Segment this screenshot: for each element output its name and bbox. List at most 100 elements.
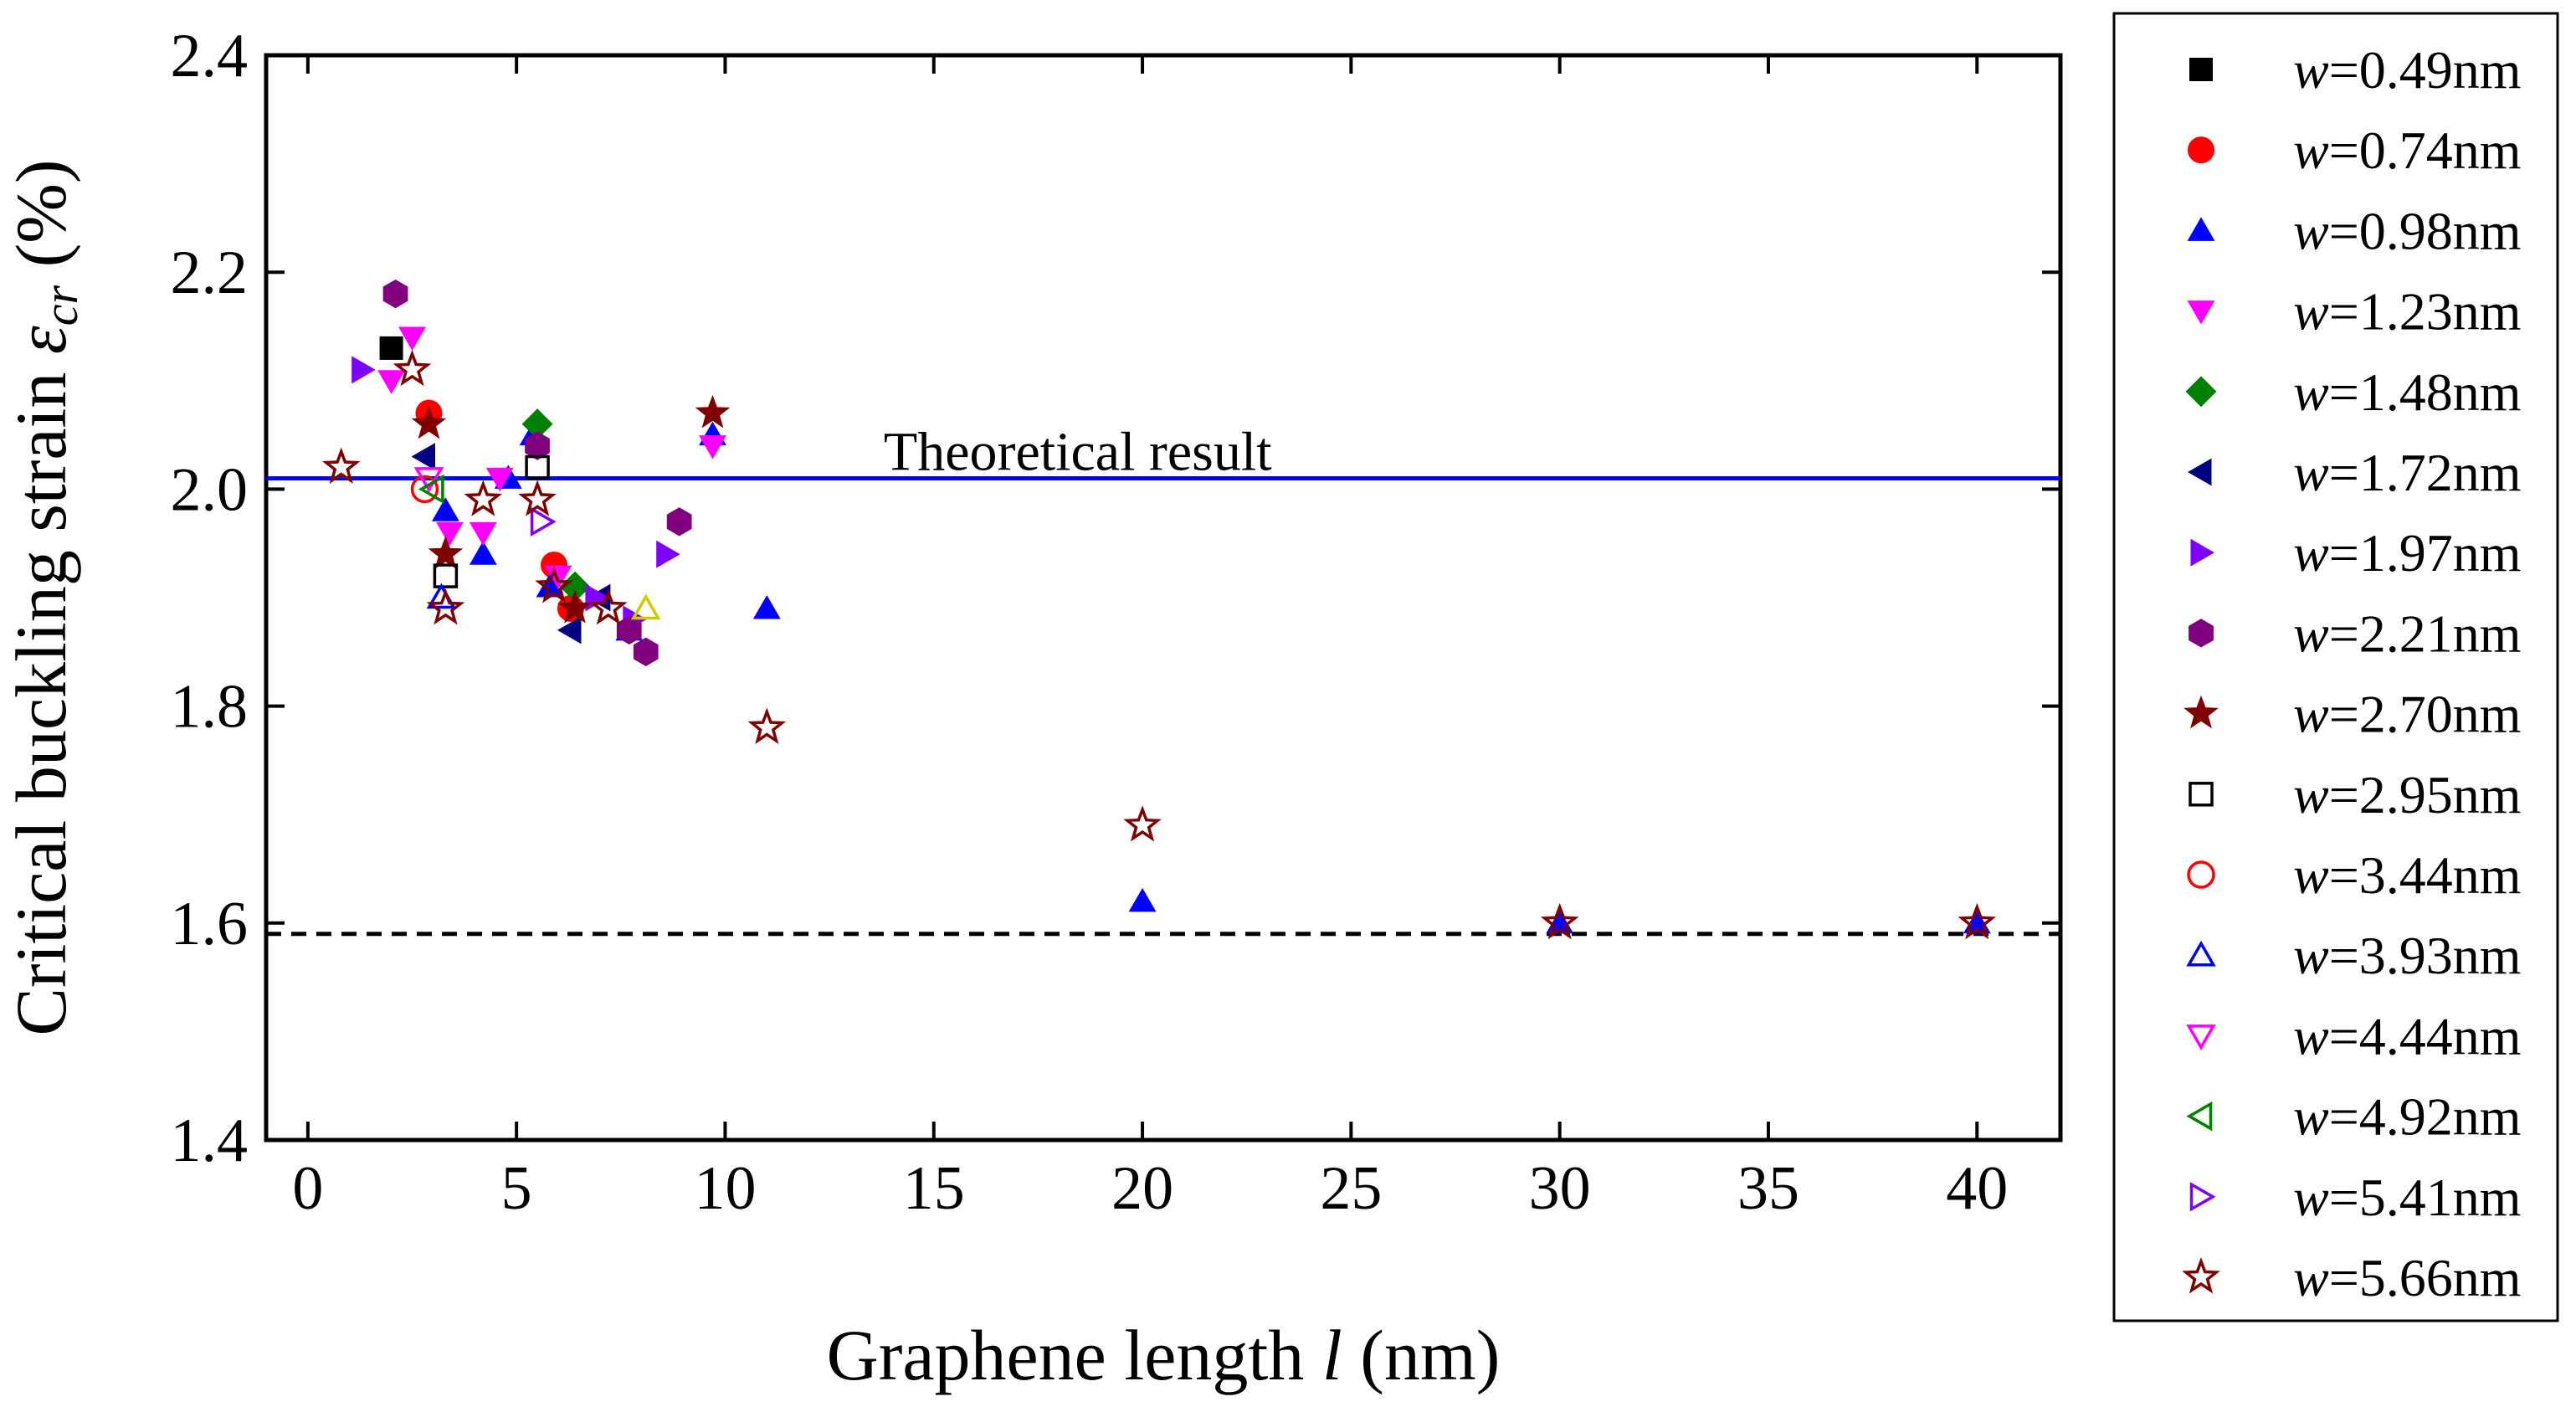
legend-entry-w-1-23nm: w=1.23nm xyxy=(2187,282,2522,341)
legend-label-symbol: w xyxy=(2293,121,2329,180)
x-axis-title-symbol: l xyxy=(1322,1315,1342,1395)
data-points xyxy=(321,279,1996,940)
x-axis-title-suffix: (nm) xyxy=(1342,1315,1501,1395)
x-tick-label: 35 xyxy=(1737,1154,1799,1223)
legend-label-symbol: w xyxy=(2293,362,2329,422)
data-point-w-3-44nm xyxy=(410,475,439,504)
legend-label-symbol: w xyxy=(2293,603,2329,663)
data-point-w-5-66nm xyxy=(535,566,573,603)
legend-entry-w-1-48nm: w=1.48nm xyxy=(2185,362,2522,422)
data-point-w-1-23nm xyxy=(469,521,497,547)
data-point-w-5-66nm xyxy=(321,447,361,484)
series-w-4-92nm xyxy=(418,474,444,505)
legend-label: w=3.93nm xyxy=(2293,926,2522,985)
legend-label: w=0.49nm xyxy=(2293,40,2522,100)
legend-marker xyxy=(2190,538,2215,567)
x-axis-title-prefix: Graphene length xyxy=(827,1315,1322,1395)
legend-label-symbol: w xyxy=(2293,282,2329,341)
legend-label-value: =5.41nm xyxy=(2329,1168,2522,1227)
legend-entry-w-0-98nm: w=0.98nm xyxy=(2187,201,2522,260)
y-axis-title: Critical buckling strain εcr (%) xyxy=(1,159,88,1035)
data-point-w-1-23nm xyxy=(485,467,514,492)
legend-label-value: =5.66nm xyxy=(2329,1248,2522,1307)
legend-label-value: =4.92nm xyxy=(2329,1087,2522,1147)
legend-marker xyxy=(2187,458,2212,486)
legend-label: w=3.44nm xyxy=(2293,845,2522,905)
legend-label-symbol: w xyxy=(2293,845,2329,905)
legend-marker xyxy=(2189,58,2213,81)
data-point-w-2-21nm xyxy=(616,615,642,645)
data-point-w-2-95nm xyxy=(433,563,459,588)
data-point-w-1-23nm xyxy=(699,435,726,460)
data-point-w-5-66nm xyxy=(1123,805,1162,842)
series-w-4-44nm xyxy=(413,467,444,493)
y-tick-label: 1.4 xyxy=(171,1107,249,1175)
legend-label: w=2.95nm xyxy=(2293,765,2522,824)
legend-label: w=1.97nm xyxy=(2293,523,2522,583)
series-w-0-49nm xyxy=(379,336,403,360)
legend-marker xyxy=(2187,300,2215,325)
series-w-2-95nm xyxy=(433,454,550,588)
legend-label-symbol: w xyxy=(2293,443,2329,502)
data-point-w-1-97nm xyxy=(352,356,376,384)
theoretical-result-label: Theoretical result xyxy=(884,421,1272,482)
legend-entry-w-2-95nm: w=2.95nm xyxy=(2189,765,2522,824)
data-point-w-2-70nm xyxy=(557,590,593,624)
x-tick-label: 40 xyxy=(1946,1154,2008,1223)
data-point-w-5-66nm xyxy=(747,707,787,744)
series-w-3-44nm xyxy=(410,475,439,504)
legend-marker xyxy=(2189,782,2214,807)
y-tick-label: 1.6 xyxy=(171,890,249,958)
data-point-w-1-23nm xyxy=(435,521,464,547)
data-point-w-5-66nm xyxy=(393,349,432,387)
legend-label-symbol: w xyxy=(2293,926,2329,985)
data-point-w-5-66nm xyxy=(589,588,628,625)
legend-label: w=4.92nm xyxy=(2293,1087,2522,1147)
data-point-w-1-72nm xyxy=(411,443,435,470)
extra-series-w-3-93nm xyxy=(630,593,661,620)
legend-label-symbol: w xyxy=(2293,765,2329,824)
legend-label: w=1.72nm xyxy=(2293,443,2522,502)
legend-marker xyxy=(2185,376,2217,408)
x-tick-label: 20 xyxy=(1111,1154,1173,1223)
data-point-w-5-66nm xyxy=(518,480,557,516)
legend-label-symbol: w xyxy=(2293,1087,2329,1147)
legend-label-symbol: w xyxy=(2293,1248,2329,1307)
legend-label-symbol: w xyxy=(2293,40,2329,100)
legend-label: w=5.66nm xyxy=(2293,1248,2522,1307)
legend-marker xyxy=(2187,860,2215,889)
data-point-w-2-21nm xyxy=(382,279,408,309)
data-point-w-2-70nm xyxy=(411,405,447,439)
data-point-w-5-66nm xyxy=(464,480,503,516)
data-point-w-0-49nm xyxy=(379,336,403,360)
legend-label: w=4.44nm xyxy=(2293,1006,2522,1066)
x-tick-label: 10 xyxy=(694,1154,756,1223)
y-tick-label: 1.8 xyxy=(171,673,249,742)
x-axis-title: Graphene length l (nm) xyxy=(827,1315,1501,1395)
y-tick-label: 2.0 xyxy=(171,455,249,524)
legend-label-value: =3.44nm xyxy=(2329,845,2522,905)
legend-entry-w-0-49nm: w=0.49nm xyxy=(2189,40,2522,100)
legend-marker xyxy=(2186,940,2216,967)
legend-label: w=0.74nm xyxy=(2293,121,2522,180)
legend-marker xyxy=(2186,1101,2213,1132)
legend-entry-w-3-44nm: w=3.44nm xyxy=(2187,845,2522,905)
data-point-w-5-66nm xyxy=(1958,902,1996,940)
legend-entry-w-2-21nm: w=2.21nm xyxy=(2189,603,2522,663)
data-point-w-1-97nm xyxy=(656,540,680,568)
legend-label-symbol: w xyxy=(2293,685,2329,744)
legend-entry-w-5-41nm: w=5.41nm xyxy=(2189,1168,2522,1227)
legend-label: w=5.41nm xyxy=(2293,1168,2522,1227)
legend-label-value: =0.74nm xyxy=(2329,121,2522,180)
legend-label-value: =0.98nm xyxy=(2329,201,2522,260)
legend-marker xyxy=(2182,1257,2220,1294)
data-point-w-2-70nm xyxy=(428,536,464,569)
y-axis-title-prefix: Critical buckling strain xyxy=(1,354,81,1035)
y-axis-title-symbol: ε xyxy=(1,326,81,354)
series-w-5-66nm xyxy=(321,349,1996,940)
legend-label: w=2.70nm xyxy=(2293,685,2522,744)
y-tick-label: 2.4 xyxy=(171,22,249,90)
legend-label-symbol: w xyxy=(2293,1168,2329,1227)
y-axis-title-suffix: (%) xyxy=(1,159,81,285)
